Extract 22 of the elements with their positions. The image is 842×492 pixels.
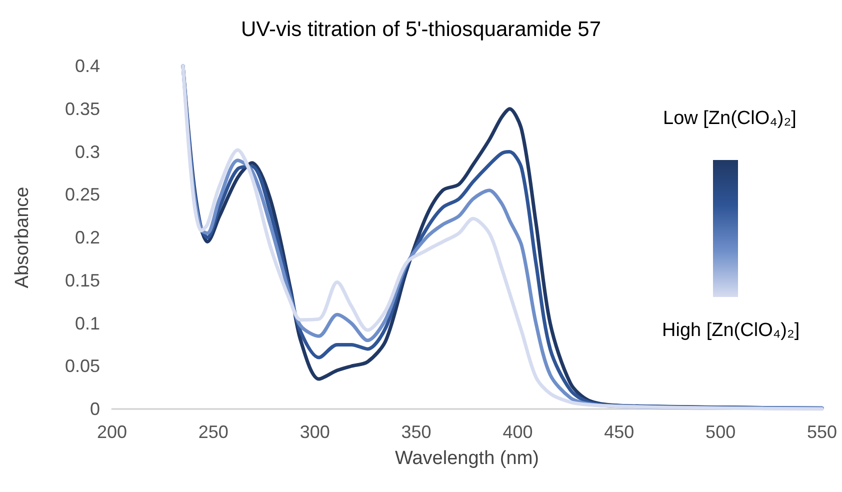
y-axis-title: Absorbance bbox=[12, 186, 33, 288]
y-tick-label: 0.05 bbox=[64, 356, 100, 376]
y-tick-label: 0.1 bbox=[74, 313, 100, 334]
x-tick-label: 200 bbox=[96, 422, 128, 442]
x-tick-label: 250 bbox=[198, 422, 228, 442]
x-axis-title: Wavelength (nm) bbox=[395, 448, 539, 469]
x-tick-label: 350 bbox=[401, 422, 432, 442]
annotation: Low [Zn(ClO₄)₂] bbox=[663, 108, 796, 130]
y-tick-label: 0.25 bbox=[64, 184, 100, 205]
y-tick-label: 0.15 bbox=[64, 270, 100, 290]
x-tick-label: 450 bbox=[604, 422, 634, 442]
x-tick-label: 300 bbox=[300, 422, 330, 442]
chart-title: UV-vis titration of 5'-thiosquaramide 57 bbox=[240, 18, 602, 41]
y-tick-label: 0.35 bbox=[64, 98, 100, 119]
x-tick-label: 400 bbox=[502, 422, 533, 442]
y-tick-label: 0.3 bbox=[74, 142, 100, 162]
y-tick-label: 0 bbox=[90, 399, 100, 419]
x-tick-label: 550 bbox=[806, 422, 838, 442]
y-tick-label: 0.2 bbox=[74, 228, 100, 248]
y-tick-label: 0.4 bbox=[74, 56, 100, 76]
x-tick-label: 500 bbox=[706, 422, 736, 442]
annotation: High [Zn(ClO₄)₂] bbox=[662, 320, 800, 342]
